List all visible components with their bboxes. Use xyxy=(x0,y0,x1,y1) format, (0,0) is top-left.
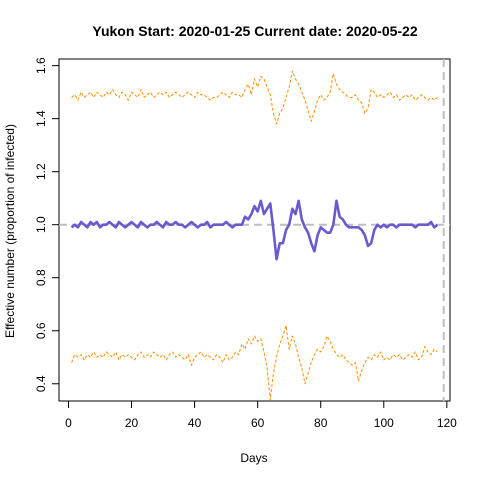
y-axis: 0.4 0.6 0.8 1.0 1.2 1.4 1.6 xyxy=(34,57,59,392)
y-tick-label: 1.4 xyxy=(34,110,48,127)
x-tick-label: 120 xyxy=(437,416,457,430)
x-tick-label: 40 xyxy=(188,416,202,430)
series-line-upper-bound xyxy=(71,70,438,125)
x-tick-label: 20 xyxy=(125,416,139,430)
x-tick-label: 80 xyxy=(314,416,328,430)
x-axis-label: Days xyxy=(240,451,267,465)
y-tick-label: 0.8 xyxy=(34,269,48,286)
x-tick-label: 0 xyxy=(65,416,72,430)
chart-title: Yukon Start: 2020-01-25 Current date: 20… xyxy=(92,23,417,39)
y-tick-label: 1.2 xyxy=(34,163,48,180)
x-axis: 0 20 40 60 80 100 120 xyxy=(65,401,457,430)
y-tick-label: 0.4 xyxy=(34,375,48,392)
plot-frame xyxy=(58,58,451,402)
y-tick-label: 1.0 xyxy=(34,216,48,233)
series-layer xyxy=(70,70,439,401)
series-line-estimate xyxy=(70,199,439,261)
y-tick-label: 1.6 xyxy=(34,57,48,74)
series-line-lower-bound xyxy=(71,324,438,401)
y-tick-label: 0.6 xyxy=(34,322,48,339)
y-axis-label: Effective number (proportion of infected… xyxy=(3,124,17,338)
reference-lines xyxy=(59,59,450,401)
x-tick-label: 100 xyxy=(374,416,394,430)
x-tick-label: 60 xyxy=(251,416,265,430)
